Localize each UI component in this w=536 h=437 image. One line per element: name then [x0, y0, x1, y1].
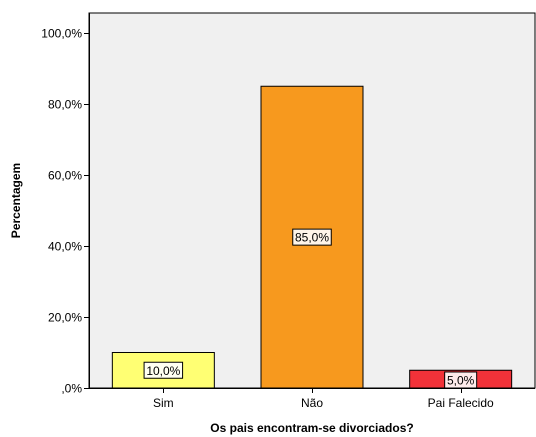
y-tick-label: 60,0%: [48, 169, 82, 183]
y-tick-label: 40,0%: [48, 240, 82, 254]
y-tick-label: 80,0%: [48, 98, 82, 112]
data-label: 5,0%: [447, 374, 475, 388]
y-tick-label: 20,0%: [48, 311, 82, 325]
data-label-box: [292, 228, 332, 246]
data-label-box: [444, 371, 478, 389]
x-tick-label: Não: [301, 396, 323, 410]
y-axis-title: Percentagem: [9, 163, 23, 238]
data-label: 10,0%: [146, 364, 180, 378]
y-tick-label: ,0%: [61, 382, 82, 396]
y-tick-label: 100,0%: [41, 27, 82, 41]
x-tick-label: Sim: [153, 396, 174, 410]
x-tick-label: Pai Falecido: [428, 396, 494, 410]
data-label: 85,0%: [295, 231, 329, 245]
data-label-box: [143, 361, 184, 379]
x-axis: Sim Não Pai Falecido: [89, 388, 535, 410]
x-axis-title: Os pais encontram-se divorciados?: [210, 421, 413, 435]
data-labels-group: 10,0% 85,0% 5,0%: [143, 228, 478, 389]
y-axis: ,0% 20,0% 40,0% 60,0% 80,0% 100,0%: [41, 13, 90, 396]
